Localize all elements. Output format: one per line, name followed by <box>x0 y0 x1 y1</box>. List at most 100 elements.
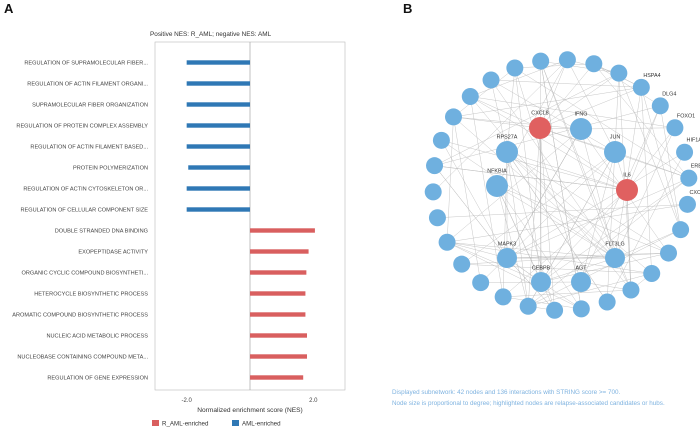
network-edge <box>461 252 669 265</box>
panel-letter-a: A <box>4 1 14 16</box>
network-node <box>472 274 490 292</box>
network-node <box>461 88 479 106</box>
network-edge <box>540 61 616 259</box>
network-edge <box>528 229 681 307</box>
network-edge <box>539 63 595 129</box>
network-edge <box>618 73 681 230</box>
node-nfkbia <box>486 175 508 197</box>
category-label: PROTEIN POLYMERIZATION <box>73 166 148 172</box>
network-edge <box>540 61 582 309</box>
network-edge <box>434 165 628 191</box>
network-edge <box>539 127 628 191</box>
category-label: REGULATION OF GENE EXPRESSION <box>47 376 148 382</box>
nes-bar-chart: Positive NES: R_AML; negative NES: AML R… <box>12 31 346 428</box>
network-node <box>622 281 640 299</box>
network-edge <box>461 263 652 274</box>
network-edge <box>502 189 628 298</box>
network-edge <box>540 189 628 283</box>
network-edge <box>470 96 628 191</box>
bar-12 <box>250 312 306 317</box>
network-node <box>438 233 456 251</box>
bar-3 <box>186 123 250 128</box>
network-node <box>660 244 678 262</box>
network-edge <box>539 127 555 311</box>
network-edge <box>614 229 681 259</box>
network-edge <box>660 105 681 230</box>
network-edge <box>593 63 661 107</box>
network-edge <box>434 165 508 259</box>
bar-15 <box>250 375 304 380</box>
network-edge <box>626 105 661 191</box>
network-edge <box>496 185 616 259</box>
network-edge <box>446 116 454 243</box>
category-label: REGULATION OF ACTIN FILAMENT ORGANI... <box>27 82 148 88</box>
network-edge <box>490 79 616 153</box>
node-mapk3 <box>497 248 517 268</box>
node-ifng <box>570 118 592 140</box>
network-node <box>519 297 537 315</box>
network-edge <box>539 87 642 129</box>
network-edge <box>626 127 676 191</box>
network-edge <box>506 151 616 259</box>
network-edge <box>502 151 508 297</box>
node-label: IL6 <box>623 173 631 179</box>
network-node <box>506 59 524 77</box>
network-node <box>494 288 512 306</box>
network-edge <box>528 177 689 307</box>
category-label: EXOPEPTIDASE ACTIVITY <box>78 250 148 256</box>
category-label: HETEROCYCLE BIOSYNTHETIC PROCESS <box>34 292 148 298</box>
network-node <box>444 108 462 126</box>
node-label: NFKBIA <box>487 169 507 175</box>
network-node <box>432 131 450 149</box>
network-edge <box>496 185 582 309</box>
network-node <box>680 169 698 187</box>
node-label: FLT3LG <box>605 242 624 248</box>
panel-letter-b: B <box>403 1 413 16</box>
x-axis-title: Normalized enrichment score (NES) <box>197 407 303 414</box>
x-tick-label: -2.0 <box>181 398 192 404</box>
network-edge <box>506 151 652 274</box>
node-label: CXCR4 <box>689 190 700 196</box>
network-edge <box>446 241 542 283</box>
node-label: FOXO1 <box>677 113 695 119</box>
node-flt3lg <box>605 248 625 268</box>
network-edge <box>490 79 616 259</box>
network-edge <box>446 241 582 310</box>
network-edge <box>470 96 504 297</box>
network-node <box>643 264 661 282</box>
node-label: CXCL8 <box>531 111 548 117</box>
bar-13 <box>250 333 307 338</box>
bar-9 <box>250 249 309 254</box>
network-node <box>610 64 628 82</box>
network-edge <box>506 151 608 303</box>
network-edge <box>514 63 594 69</box>
category-label: ORGANIC CYCLIC COMPOUND BIOSYNTHETI... <box>22 271 149 277</box>
network-edge <box>470 59 568 97</box>
x-tick-label: 2.0 <box>309 398 318 404</box>
network-edge <box>480 281 582 283</box>
network-edge <box>506 128 582 259</box>
network-node <box>676 143 694 161</box>
network-edge <box>580 127 675 130</box>
network-node <box>572 300 590 318</box>
network-edge <box>539 127 616 153</box>
network-edge <box>539 59 568 129</box>
bar-0 <box>186 60 250 65</box>
bar-6 <box>186 186 250 191</box>
node-jun <box>604 141 626 163</box>
network-node <box>632 78 650 96</box>
network-edge <box>491 79 642 88</box>
network-edge <box>540 60 619 74</box>
legend-label: R_AML-enriched <box>162 421 209 428</box>
bar-8 <box>250 228 315 233</box>
network-caption-line-2: Node size is proportional to degree; hig… <box>392 400 665 407</box>
network-edge <box>446 128 582 243</box>
category-label: REGULATION OF PROTEIN COMPLEX ASSEMBLY <box>16 124 148 130</box>
network-node <box>482 71 500 89</box>
category-label: NUCLEOBASE CONTAINING COMPOUND META... <box>17 355 148 361</box>
network-edge <box>433 59 568 193</box>
node-cxcl8 <box>529 117 551 139</box>
network-edge <box>470 96 541 129</box>
network-edge <box>506 252 669 259</box>
network-edge <box>453 116 616 259</box>
